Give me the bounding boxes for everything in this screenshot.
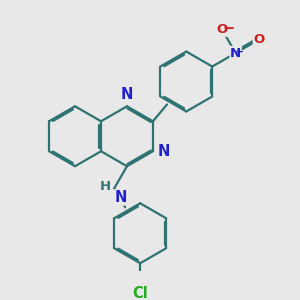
Text: N: N xyxy=(230,46,241,59)
Text: O: O xyxy=(254,33,265,46)
Text: N: N xyxy=(114,190,127,205)
Text: O: O xyxy=(217,23,228,36)
Text: +: + xyxy=(235,46,244,56)
Text: −: − xyxy=(223,21,235,36)
Text: Cl: Cl xyxy=(132,286,148,300)
Text: H: H xyxy=(100,180,111,193)
Text: N: N xyxy=(121,87,133,102)
Text: N: N xyxy=(158,144,170,159)
